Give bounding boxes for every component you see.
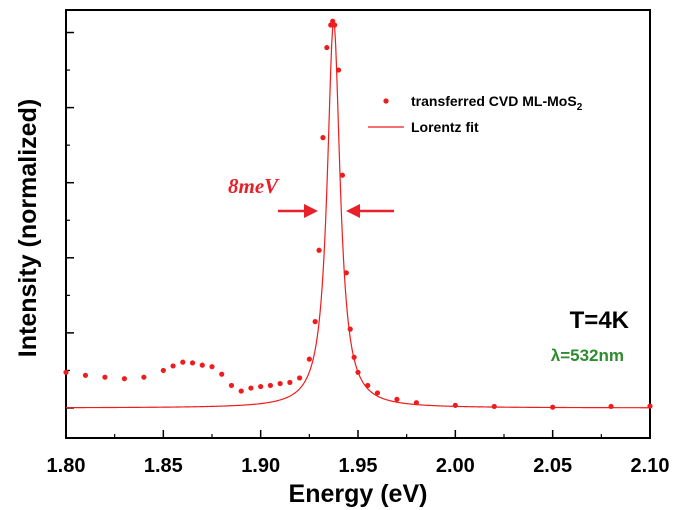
data-point: [347, 326, 353, 332]
data-point: [219, 371, 225, 377]
fwhm-left-arrowhead-icon: [304, 204, 318, 218]
data-point: [228, 382, 235, 389]
data-point: [351, 354, 357, 360]
data-point: [335, 67, 342, 73]
data-layer: [63, 18, 653, 410]
fwhm-right-arrowhead-icon: [346, 204, 360, 218]
data-point: [277, 380, 283, 387]
data-point: [248, 385, 254, 391]
data-point: [170, 363, 176, 369]
y-axis-title: Intensity (normalized): [14, 99, 42, 357]
data-point: [324, 44, 330, 51]
axis-ticks: [65, 31, 651, 438]
data-point: [238, 388, 244, 394]
data-point: [312, 319, 318, 325]
legend-data-label-main: transferred CVD ML-MoS: [411, 93, 577, 109]
legend-data-label: transferred CVD ML-MoS2: [411, 93, 583, 113]
data-point: [121, 376, 127, 382]
data-point: [332, 22, 338, 28]
data-point: [355, 369, 361, 375]
data-point: [141, 374, 147, 380]
data-point: [413, 400, 419, 406]
x-tick-label: 1.90: [241, 455, 280, 477]
data-point: [267, 382, 273, 389]
data-point: [339, 172, 346, 178]
x-tick-label: 2.05: [533, 455, 572, 477]
data-point: [189, 360, 196, 366]
data-point: [82, 372, 89, 378]
data-point: [180, 359, 186, 365]
x-tick-label: 1.80: [47, 455, 86, 477]
data-point: [343, 270, 349, 276]
data-point: [491, 403, 497, 410]
legend-data-marker: [383, 98, 389, 104]
data-point: [160, 367, 166, 374]
wavelength-label: λ=532nm: [551, 346, 624, 365]
x-tick-label: 2.10: [631, 455, 670, 477]
fwhm-label: 8meV: [228, 174, 280, 198]
data-point: [63, 369, 69, 375]
data-point: [394, 396, 400, 402]
x-tick-labels: 1.80 1.85 1.90 1.95 2.00 2.05 2.10: [47, 455, 670, 477]
data-point: [365, 382, 371, 389]
data-point: [297, 375, 303, 381]
x-tick-label: 2.00: [436, 455, 475, 477]
data-point: [102, 374, 108, 380]
legend-data-label-subscript: 2: [577, 102, 583, 113]
data-point: [608, 403, 614, 410]
data-point: [647, 403, 653, 409]
data-point: [306, 356, 312, 362]
data-point: [452, 402, 458, 408]
temperature-label: T=4K: [570, 307, 630, 334]
x-axis-title: Energy (eV): [289, 480, 428, 508]
x-tick-label: 1.95: [339, 455, 378, 477]
data-point: [374, 390, 381, 396]
data-point: [209, 364, 215, 370]
data-point: [550, 404, 556, 410]
data-point: [320, 135, 326, 141]
data-point: [199, 362, 205, 368]
data-point: [258, 383, 264, 390]
x-tick-label: 1.85: [144, 455, 183, 477]
legend: transferred CVD ML-MoS2 Lorentz fit: [368, 93, 583, 135]
data-point: [316, 247, 322, 253]
legend-fit-label: Lorentz fit: [411, 119, 479, 135]
data-point: [287, 379, 293, 386]
fwhm-annotation: 8meV: [228, 174, 394, 218]
